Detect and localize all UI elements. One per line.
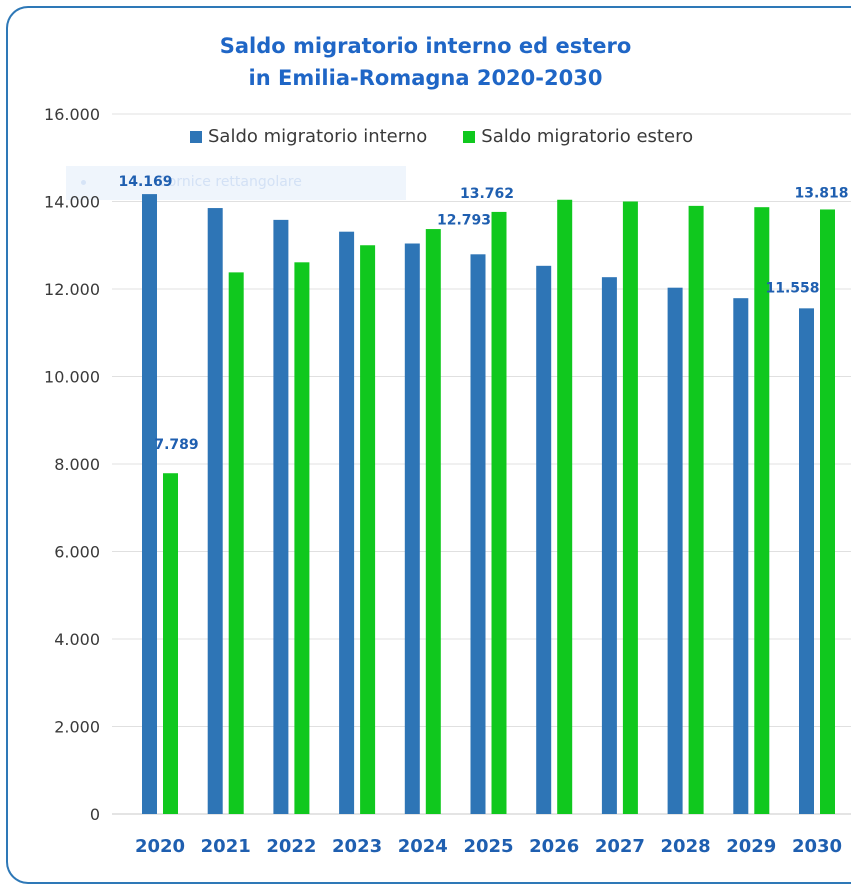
bar-estero [163, 473, 178, 814]
bar-estero [228, 272, 244, 814]
y-tick-label: 14.000 [44, 193, 100, 212]
bar-estero [820, 209, 835, 814]
bar-interno [667, 287, 683, 814]
bar-estero [425, 229, 441, 814]
x-tick-label: 2022 [266, 836, 316, 857]
shape-tooltip-overlay: Cornice rettangolare [66, 166, 406, 200]
bar-interno [339, 231, 355, 814]
y-tick-label: 16.000 [44, 105, 100, 124]
x-tick-label: 2024 [398, 836, 448, 857]
bar-estero [294, 262, 310, 814]
data-label: 13.818 [794, 185, 848, 201]
bar-interno [536, 265, 552, 814]
data-label: 7.789 [154, 437, 198, 453]
bar-interno [207, 208, 223, 814]
bar-interno [601, 277, 617, 814]
y-tick-label: 6.000 [54, 543, 100, 562]
bar-interno [142, 194, 157, 814]
data-label: 14.169 [118, 174, 172, 190]
bar-estero [557, 199, 573, 814]
data-label: 11.558 [765, 280, 819, 296]
y-tick-label: 8.000 [54, 455, 100, 474]
legend-swatch-interno [190, 130, 202, 143]
bar-interno [273, 219, 289, 814]
data-label: 12.793 [437, 212, 491, 228]
x-tick-label: 2020 [135, 836, 185, 857]
bullet-icon [81, 180, 86, 185]
chart-title-line-1: Saldo migratorio interno ed estero [219, 34, 632, 58]
bar-estero [360, 245, 376, 814]
shape-tooltip-text: Cornice rettangolare [158, 174, 302, 190]
y-tick-label: 10.000 [44, 368, 100, 387]
x-tick-label: 2021 [201, 836, 251, 857]
legend-label-estero: Saldo migratorio estero [481, 126, 694, 147]
legend-label-interno: Saldo migratorio interno [208, 126, 428, 147]
y-tick-label: 2.000 [54, 718, 100, 737]
legend-item-interno: Saldo migratorio interno [190, 126, 427, 147]
chart-legend: Saldo migratorio interno Saldo migratori… [190, 126, 693, 147]
legend-swatch-estero [463, 130, 476, 143]
x-tick-label: 2025 [463, 836, 513, 857]
bar-estero [622, 201, 638, 814]
bar-interno [733, 298, 749, 814]
bar-estero [754, 207, 770, 814]
bar-estero [688, 205, 704, 814]
x-tick-label: 2027 [595, 836, 645, 857]
x-tick-label: 2030 [792, 836, 842, 857]
x-tick-label: 2029 [726, 836, 776, 857]
y-tick-label: 0 [90, 805, 100, 824]
bar-estero [491, 211, 507, 815]
y-tick-label: 12.000 [44, 280, 100, 299]
y-tick-label: 4.000 [54, 630, 100, 649]
data-label: 13.762 [460, 186, 514, 202]
x-tick-label: 2028 [661, 836, 711, 857]
legend-item-estero: Saldo migratorio estero [463, 126, 693, 147]
x-tick-label: 2023 [332, 836, 382, 857]
bar-interno [799, 308, 814, 814]
chart-title-line-2: in Emilia-Romagna 2020-2030 [248, 66, 603, 90]
x-tick-label: 2026 [529, 836, 579, 857]
bar-interno [404, 243, 420, 814]
bar-interno [470, 254, 486, 814]
